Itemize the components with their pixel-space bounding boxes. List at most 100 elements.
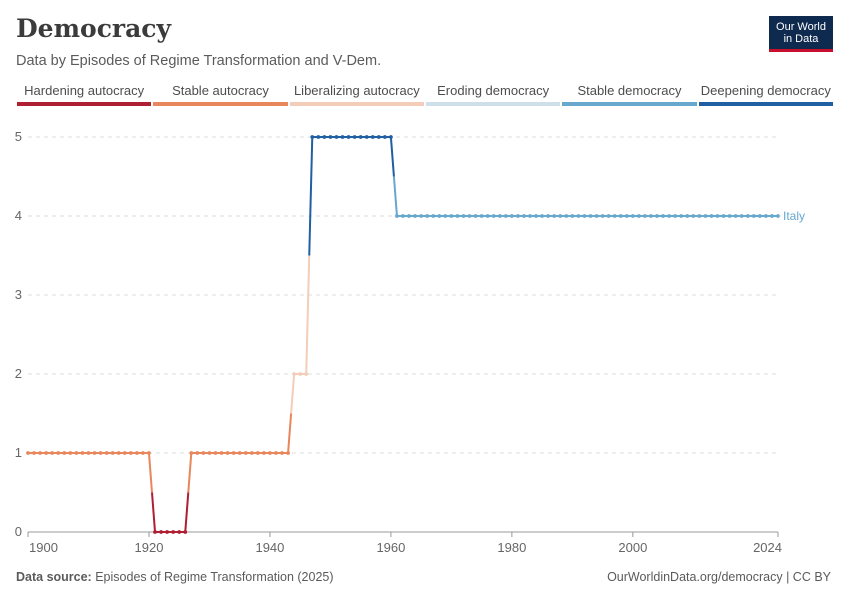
logo-line-1: Our World <box>776 21 826 33</box>
data-source-label: Data source: <box>16 570 92 584</box>
data-point <box>122 451 127 455</box>
x-tick-label: 1980 <box>497 540 526 555</box>
data-point <box>467 214 472 218</box>
data-point <box>219 451 224 455</box>
data-source: Data source: Episodes of Regime Transfor… <box>16 570 334 584</box>
data-point <box>739 214 744 218</box>
data-point <box>564 214 569 218</box>
data-point <box>237 451 242 455</box>
series-line-segment <box>392 176 398 217</box>
legend-item-stable-democracy[interactable]: Stable democracy <box>561 82 697 106</box>
data-point <box>419 214 424 218</box>
data-point <box>370 135 375 139</box>
data-point <box>141 451 145 455</box>
data-point <box>231 451 236 455</box>
chart-subtitle: Data by Episodes of Regime Transformatio… <box>16 53 382 69</box>
legend-item-eroding-democracy[interactable]: Eroding democracy <box>425 82 561 106</box>
data-point <box>340 135 345 139</box>
data-point <box>540 214 545 218</box>
series-line-segment <box>187 452 193 493</box>
legend-label: Eroding democracy <box>437 83 550 98</box>
data-point <box>588 214 593 218</box>
data-point <box>395 214 399 218</box>
data-point <box>80 451 85 455</box>
data-point <box>50 451 55 455</box>
data-point <box>104 451 109 455</box>
data-point <box>522 214 526 218</box>
data-point <box>624 214 629 218</box>
data-point <box>600 214 605 218</box>
data-point <box>679 214 684 218</box>
series-line-segment <box>287 413 293 454</box>
data-point <box>630 214 635 218</box>
data-point <box>606 214 611 218</box>
data-point <box>280 451 284 455</box>
data-point <box>733 214 738 218</box>
data-point <box>56 451 61 455</box>
data-point <box>213 451 218 455</box>
x-tick-label: 1920 <box>135 540 164 555</box>
data-point <box>757 214 762 218</box>
data-point <box>697 214 702 218</box>
data-point <box>68 451 73 455</box>
data-point <box>449 214 454 218</box>
data-point <box>491 214 496 218</box>
data-point <box>727 214 732 218</box>
data-point <box>691 214 696 218</box>
data-point <box>177 530 182 534</box>
data-point <box>382 135 387 139</box>
y-tick-label: 1 <box>15 445 22 460</box>
legend-swatch <box>289 102 424 106</box>
data-point <box>322 135 327 139</box>
legend-item-stable-autocracy[interactable]: Stable autocracy <box>152 82 288 106</box>
data-point <box>443 214 448 218</box>
series-label: Italy <box>783 209 805 223</box>
data-point <box>286 451 290 455</box>
data-point <box>485 214 490 218</box>
data-point <box>225 451 230 455</box>
legend-item-liberalizing-autocracy[interactable]: Liberalizing autocracy <box>289 82 425 106</box>
data-point <box>721 214 726 218</box>
data-point <box>534 214 538 218</box>
data-point <box>268 451 272 455</box>
data-point <box>497 214 502 218</box>
legend-label: Liberalizing autocracy <box>293 83 420 98</box>
data-point <box>546 214 551 218</box>
owid-logo[interactable]: Our World in Data <box>769 16 833 52</box>
data-point <box>249 451 254 455</box>
data-point <box>274 451 278 455</box>
data-point <box>376 135 381 139</box>
data-point <box>304 372 309 376</box>
data-point <box>358 135 363 139</box>
x-tick-label: 2000 <box>618 540 647 555</box>
data-point <box>165 530 170 534</box>
data-point <box>86 451 91 455</box>
data-point <box>292 372 297 376</box>
data-point <box>764 214 768 218</box>
data-point <box>26 451 30 455</box>
data-point <box>310 135 315 139</box>
chart-title: Democracy <box>16 14 172 43</box>
source-url-link[interactable]: OurWorldinData.org/democracy | CC BY <box>607 570 831 584</box>
data-point <box>261 451 266 455</box>
data-point <box>189 451 194 455</box>
data-point <box>552 214 557 218</box>
data-point <box>62 451 67 455</box>
legend-item-deepening-democracy[interactable]: Deepening democracy <box>698 82 834 106</box>
data-point <box>667 214 672 218</box>
legend-swatch <box>17 102 152 106</box>
y-tick-label: 3 <box>15 287 22 302</box>
data-point <box>558 214 563 218</box>
legend-swatch <box>698 102 833 106</box>
data-point <box>528 214 532 218</box>
series-line-segment <box>147 452 153 493</box>
data-point <box>673 214 678 218</box>
x-tick-label: 1900 <box>29 540 58 555</box>
data-point <box>655 214 659 218</box>
data-point <box>401 214 405 218</box>
legend-item-hardening-autocracy[interactable]: Hardening autocracy <box>16 82 152 106</box>
data-point <box>431 214 436 218</box>
data-point <box>346 135 351 139</box>
legend-label: Deepening democracy <box>700 83 831 98</box>
